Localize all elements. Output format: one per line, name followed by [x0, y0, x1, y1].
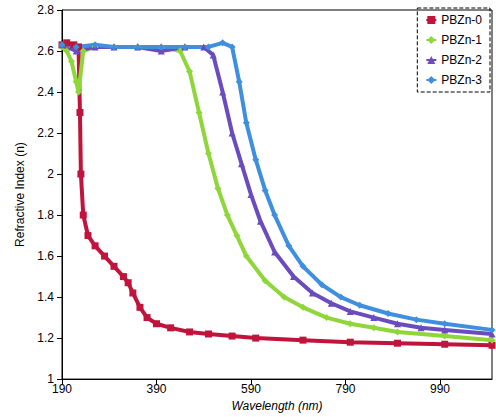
- svg-text:190: 190: [52, 382, 72, 396]
- svg-text:2.6: 2.6: [37, 44, 54, 58]
- svg-text:790: 790: [336, 382, 356, 396]
- svg-text:Wavelength (nm): Wavelength (nm): [231, 399, 322, 413]
- svg-text:1.6: 1.6: [37, 249, 54, 263]
- svg-text:990: 990: [430, 382, 450, 396]
- svg-text:1.8: 1.8: [37, 208, 54, 222]
- svg-text:1.2: 1.2: [37, 331, 54, 345]
- svg-text:PBZn-3: PBZn-3: [441, 73, 482, 87]
- svg-text:2: 2: [47, 167, 54, 181]
- svg-text:590: 590: [241, 382, 261, 396]
- svg-text:390: 390: [146, 382, 166, 396]
- svg-text:PBZn-1: PBZn-1: [441, 33, 482, 47]
- svg-text:PBZn-2: PBZn-2: [441, 53, 482, 67]
- svg-text:1: 1: [47, 372, 54, 387]
- svg-text:2.2: 2.2: [37, 126, 54, 140]
- svg-text:PBZn-0: PBZn-0: [441, 13, 482, 27]
- svg-text:Refractive Index (n): Refractive Index (n): [13, 142, 27, 247]
- svg-text:2.4: 2.4: [37, 85, 54, 99]
- svg-text:1.4: 1.4: [37, 290, 54, 304]
- svg-text:2.8: 2.8: [37, 3, 54, 17]
